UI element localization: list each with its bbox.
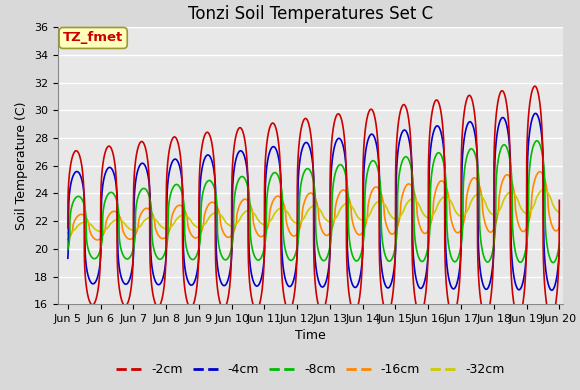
Legend: -2cm, -4cm, -8cm, -16cm, -32cm: -2cm, -4cm, -8cm, -16cm, -32cm	[111, 358, 509, 381]
Text: TZ_fmet: TZ_fmet	[63, 32, 124, 44]
Y-axis label: Soil Temperature (C): Soil Temperature (C)	[16, 101, 28, 230]
Title: Tonzi Soil Temperatures Set C: Tonzi Soil Temperatures Set C	[188, 5, 433, 23]
X-axis label: Time: Time	[295, 330, 326, 342]
